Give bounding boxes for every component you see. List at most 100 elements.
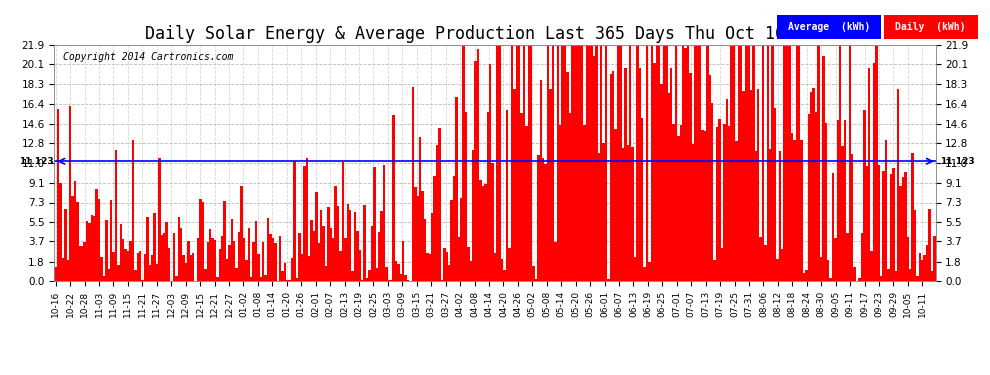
Bar	[931, 272, 934, 281]
Bar	[576, 45, 578, 281]
Bar	[919, 253, 921, 281]
Bar	[144, 254, 147, 281]
Bar	[450, 200, 452, 281]
Bar	[779, 151, 781, 281]
Bar	[370, 226, 373, 281]
Bar	[873, 63, 875, 281]
Bar	[530, 45, 533, 281]
Bar	[444, 248, 446, 281]
Bar	[757, 89, 759, 281]
Bar	[392, 115, 395, 281]
Bar	[714, 260, 716, 281]
Bar	[684, 48, 687, 281]
Bar	[254, 221, 257, 281]
Bar	[890, 174, 892, 281]
Bar	[489, 64, 491, 281]
Bar	[216, 278, 219, 281]
Bar	[407, 280, 409, 281]
Bar	[518, 45, 521, 281]
Bar	[842, 146, 843, 281]
Bar	[912, 153, 914, 281]
Bar	[496, 45, 499, 281]
Bar	[653, 63, 655, 281]
Bar	[508, 248, 511, 281]
Bar	[199, 199, 202, 281]
Bar	[83, 242, 86, 281]
Bar	[78, 246, 81, 281]
Bar	[851, 154, 853, 281]
Bar	[328, 207, 330, 281]
Bar	[207, 242, 209, 281]
Bar	[617, 45, 620, 281]
Bar	[397, 264, 400, 281]
Bar	[241, 186, 243, 281]
Bar	[185, 263, 187, 281]
Bar	[605, 45, 607, 281]
Bar	[76, 202, 78, 281]
Bar	[516, 45, 518, 281]
Bar	[231, 219, 233, 281]
Bar	[187, 241, 190, 281]
Bar	[815, 112, 818, 281]
Bar	[561, 45, 563, 281]
Bar	[581, 45, 583, 281]
Bar	[704, 130, 706, 281]
Bar	[573, 45, 576, 281]
Bar	[556, 45, 559, 281]
Bar	[667, 93, 670, 281]
Bar	[747, 45, 749, 281]
Bar	[484, 184, 486, 281]
Bar	[320, 210, 323, 281]
Bar	[511, 45, 513, 281]
Bar	[427, 253, 429, 281]
Bar	[754, 151, 757, 281]
Bar	[546, 45, 549, 281]
Bar	[383, 165, 385, 281]
Bar	[252, 242, 254, 281]
Bar	[151, 255, 153, 281]
Bar	[474, 61, 477, 281]
Bar	[733, 45, 736, 281]
Bar	[142, 280, 144, 281]
Bar	[337, 206, 340, 281]
Bar	[583, 124, 585, 281]
Bar	[622, 148, 624, 281]
Bar	[731, 45, 733, 281]
Bar	[61, 258, 64, 281]
Bar	[798, 45, 800, 281]
Bar	[482, 186, 484, 281]
Bar	[692, 144, 694, 281]
Bar	[766, 45, 769, 281]
Bar	[293, 161, 296, 281]
Bar	[380, 210, 383, 281]
Text: Daily  (kWh): Daily (kWh)	[895, 22, 966, 32]
Bar	[585, 45, 588, 281]
Bar	[64, 209, 66, 281]
Bar	[709, 75, 711, 281]
Bar	[387, 280, 390, 281]
Bar	[91, 215, 93, 281]
Bar	[81, 246, 83, 281]
Bar	[226, 259, 229, 281]
Bar	[578, 45, 581, 281]
Bar	[346, 204, 348, 281]
Bar	[843, 120, 846, 281]
Bar	[740, 45, 742, 281]
Bar	[122, 239, 125, 281]
Bar	[528, 45, 530, 281]
Bar	[318, 243, 320, 281]
Bar	[559, 125, 561, 281]
Bar	[662, 45, 665, 281]
Bar	[568, 112, 571, 281]
Bar	[934, 236, 936, 281]
Bar	[699, 45, 701, 281]
Bar	[887, 270, 890, 281]
Bar	[447, 265, 450, 281]
Bar	[56, 109, 59, 281]
Bar	[165, 222, 168, 281]
Bar	[632, 147, 634, 281]
Bar	[895, 271, 897, 281]
Bar	[916, 276, 919, 281]
Bar	[571, 45, 573, 281]
Bar	[563, 45, 566, 281]
